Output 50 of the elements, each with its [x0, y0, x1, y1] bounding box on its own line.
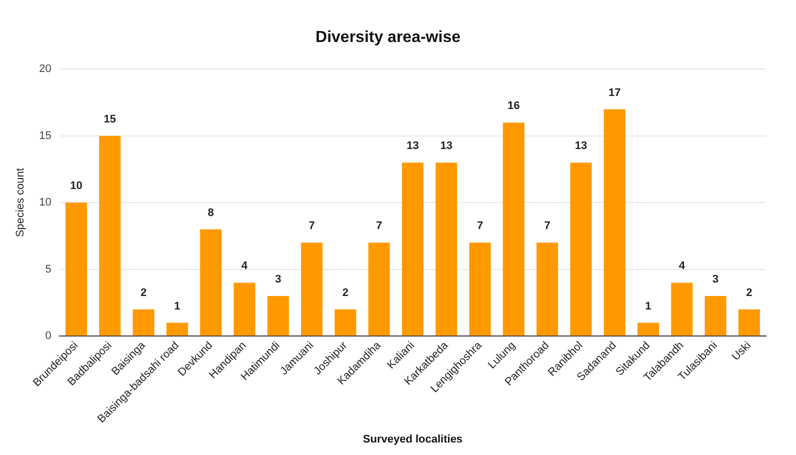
bar [536, 242, 558, 336]
data-label: 7 [476, 220, 484, 232]
data-label: 2 [140, 286, 147, 299]
bar [502, 122, 524, 336]
y-tick-label: 10 [39, 196, 52, 209]
data-label: 16 [508, 100, 520, 112]
bar [334, 309, 356, 336]
y-axis-title: Species count [14, 168, 27, 238]
bar [301, 242, 323, 336]
y-tick-label: 20 [39, 63, 52, 76]
data-label: 13 [440, 140, 452, 152]
bar [234, 282, 256, 336]
bar [166, 322, 188, 336]
data-label: 10 [70, 180, 82, 192]
bar [99, 136, 121, 336]
data-label: 4 [678, 260, 686, 272]
data-label: 3 [712, 274, 719, 286]
bar [604, 109, 626, 336]
data-label: 13 [574, 140, 588, 152]
data-label: 4 [241, 260, 248, 272]
bar [637, 322, 660, 336]
data-label: 2 [342, 286, 348, 299]
bar [704, 296, 726, 336]
bar [570, 162, 592, 336]
data-label: 3 [275, 274, 282, 286]
bar [671, 282, 693, 336]
data-label: 1 [174, 300, 180, 312]
data-label: 8 [208, 206, 214, 219]
data-label: 1 [645, 300, 652, 312]
y-tick-label: 0 [45, 330, 52, 342]
bar [200, 229, 222, 336]
bar [267, 296, 289, 336]
bar [65, 202, 88, 336]
data-label: 7 [376, 220, 382, 232]
bar [132, 309, 154, 336]
data-label: 2 [746, 286, 752, 299]
bar [469, 242, 491, 336]
data-label: 7 [544, 220, 550, 232]
data-label: 15 [104, 113, 116, 126]
bar [402, 162, 424, 336]
bar [368, 242, 390, 336]
data-label: 17 [608, 86, 621, 99]
bar [436, 162, 458, 336]
y-tick-label: 5 [45, 263, 52, 276]
data-label: 7 [308, 220, 315, 232]
data-label: 13 [406, 140, 419, 152]
bar [738, 309, 760, 336]
chart-title: Diversity area-wise [316, 29, 461, 46]
x-axis-title: Surveyed localities [362, 433, 463, 446]
y-tick-label: 15 [39, 130, 52, 142]
